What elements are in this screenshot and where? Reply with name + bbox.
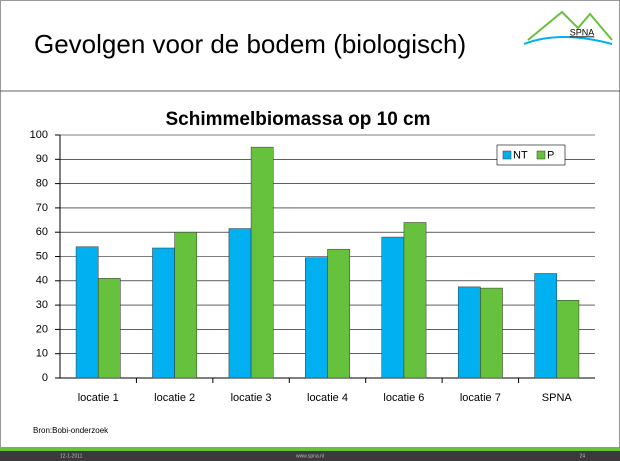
y-tick-label: 0	[42, 372, 48, 384]
x-tick-label: locatie 2	[154, 392, 195, 404]
x-tick-label: locatie 4	[307, 392, 348, 404]
legend-label: NT	[513, 149, 528, 161]
legend-box	[496, 144, 566, 166]
bar	[381, 236, 405, 379]
y-tick-label: 90	[36, 153, 48, 165]
logo: SPNA	[523, 10, 613, 45]
x-tick-label: locatie 6	[383, 392, 424, 404]
chart-title: Schimmelbiomassa op 10 cm	[165, 109, 430, 130]
bar	[480, 287, 503, 379]
bar	[174, 231, 198, 379]
bar	[75, 246, 99, 379]
bar	[97, 278, 121, 379]
bar	[228, 228, 252, 379]
source: Bron:Bobi-onderzoek	[33, 426, 109, 435]
slide-title: Gevolgen voor de bodem (biologisch)	[34, 29, 466, 59]
footer-date: 12-1-2011	[60, 453, 83, 459]
bar	[250, 146, 274, 379]
x-tick-label: locatie 7	[460, 392, 501, 404]
footer-url: www.spna.nl	[296, 453, 324, 459]
legend-label: P	[547, 149, 554, 161]
y-tick-label: 80	[36, 178, 48, 190]
logo-text: SPNA	[570, 27, 595, 37]
legend-swatch	[502, 150, 512, 160]
y-tick-label: 30	[36, 299, 48, 311]
footer	[0, 451, 620, 461]
y-tick-label: 70	[36, 202, 48, 214]
x-tick-label: locatie 3	[231, 392, 272, 404]
legend-swatch	[536, 150, 546, 160]
x-tick-label: locatie 1	[78, 392, 119, 404]
bar	[305, 257, 328, 379]
y-tick-label: 100	[30, 129, 48, 141]
y-tick-label: 20	[36, 323, 48, 335]
y-tick-label: 60	[36, 226, 48, 238]
bar	[403, 222, 427, 379]
bar	[152, 247, 175, 379]
footer-bar	[0, 447, 620, 451]
bar	[457, 286, 481, 379]
footer-page: 24	[579, 453, 585, 459]
bar	[327, 248, 350, 379]
y-tick-label: 40	[36, 275, 48, 287]
bar	[534, 273, 558, 379]
bar	[556, 299, 580, 379]
y-tick-label: 10	[36, 348, 48, 360]
x-tick-label: SPNA	[542, 392, 573, 404]
y-tick-label: 50	[36, 250, 48, 262]
